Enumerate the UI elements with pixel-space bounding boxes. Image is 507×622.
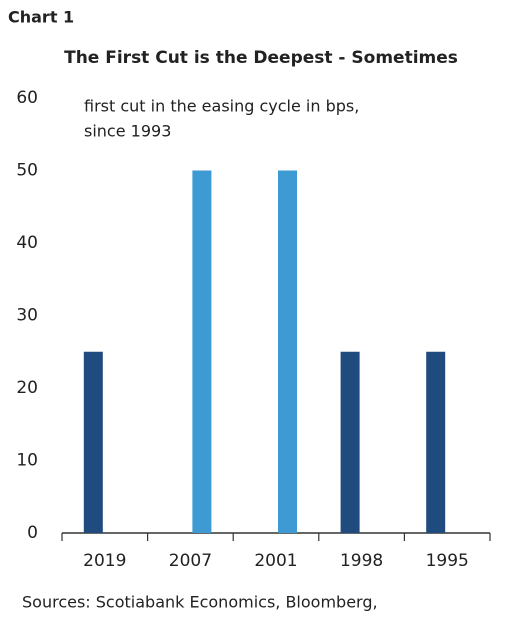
- bar: [278, 170, 297, 533]
- x-tick-label: 1995: [426, 551, 469, 571]
- annotation: since 1993: [84, 122, 171, 141]
- chart-title: The First Cut is the Deepest - Sometimes: [64, 48, 458, 68]
- y-tick-label: 0: [27, 523, 38, 543]
- y-tick-label: 40: [16, 233, 38, 253]
- bar: [83, 351, 103, 533]
- x-tick-label: 2001: [254, 551, 297, 571]
- y-tick-label: 60: [16, 88, 38, 108]
- bar: [340, 351, 360, 533]
- bar: [192, 170, 212, 533]
- y-tick-label: 10: [16, 451, 38, 471]
- annotation: first cut in the easing cycle in bps,: [84, 97, 359, 116]
- x-tick-label: 1998: [340, 551, 383, 571]
- bar: [426, 351, 446, 533]
- x-tick-label: 2007: [169, 551, 212, 571]
- y-tick-label: 30: [16, 306, 38, 326]
- y-tick-label: 50: [16, 161, 38, 181]
- y-tick-label: 20: [16, 378, 38, 398]
- x-tick-label: 2019: [83, 551, 126, 571]
- source: Sources: Scotiabank Economics, Bloomberg…: [22, 593, 378, 612]
- chart-label: Chart 1: [8, 8, 74, 27]
